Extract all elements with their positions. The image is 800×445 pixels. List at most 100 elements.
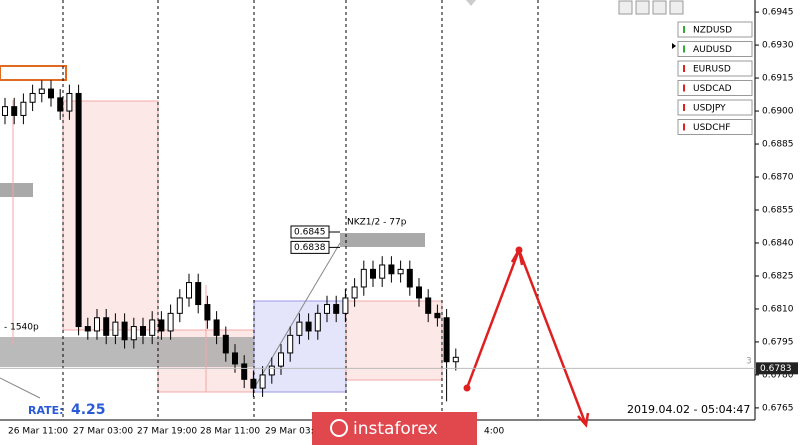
zone <box>340 233 425 247</box>
price-tag <box>756 362 798 375</box>
candle-body <box>84 326 91 332</box>
symbol-name[interactable]: USDCAD <box>693 84 732 94</box>
forecast-arrow <box>465 246 590 428</box>
symbol-button[interactable] <box>677 21 753 38</box>
x-tick-label: 26 Mar 11:00 <box>8 427 68 437</box>
rate-label: RATE: <box>28 404 64 417</box>
logo-icon <box>330 419 348 437</box>
y-tick-label: 0.6840 <box>762 238 794 248</box>
candle-body <box>20 101 27 116</box>
x-tick-label: 29 Mar 03: <box>265 427 314 437</box>
y-tick-label: 0.6780 <box>762 370 794 380</box>
candle-body <box>305 321 312 332</box>
zone <box>0 65 67 81</box>
candle-body <box>296 321 303 336</box>
arrow-peak <box>515 246 523 254</box>
candle-body <box>434 312 441 319</box>
y-tick-label: 0.6795 <box>762 337 794 347</box>
symbol-marker <box>683 26 685 33</box>
candle-body <box>222 334 229 354</box>
candle-body <box>388 264 395 275</box>
candle-body <box>38 88 45 94</box>
candle-body <box>250 378 257 389</box>
symbol-button[interactable] <box>677 60 753 77</box>
rate-value: 4.25 <box>71 402 106 418</box>
candle-body <box>213 319 220 336</box>
symbol-marker <box>683 84 685 92</box>
candle-body <box>278 352 284 367</box>
candle-body <box>370 268 376 279</box>
x-tick-label: 4:00 <box>484 427 504 437</box>
marker <box>466 0 476 6</box>
arrow-start <box>463 384 471 392</box>
symbol-marker <box>683 123 685 131</box>
candle-body <box>342 297 349 314</box>
symbol-name[interactable]: USDCHF <box>693 123 730 133</box>
y-tick-label: 0.6870 <box>762 173 794 183</box>
candle-body <box>130 326 137 341</box>
candle-body <box>149 319 156 336</box>
symbol-marker <box>683 65 685 72</box>
zone <box>345 300 443 381</box>
candle-body <box>397 268 404 275</box>
candle-body <box>112 321 119 336</box>
logo-bg <box>312 412 477 445</box>
y-tick-label: 0.6810 <box>762 304 794 314</box>
candle-body <box>48 88 54 99</box>
candle-body <box>103 317 110 336</box>
candle-body <box>158 319 165 332</box>
y-tick-label: 0.6930 <box>762 41 794 51</box>
symbol-name[interactable]: NZDUSD <box>693 26 732 36</box>
x-tick-label: 27 Mar 19:00 <box>137 427 197 437</box>
level-label: 0.6845 <box>294 227 326 237</box>
candle-body <box>11 106 18 116</box>
candle-body <box>416 286 422 299</box>
candle-body <box>379 264 386 279</box>
trend-line <box>255 242 341 386</box>
annotation: 3 <box>746 357 752 367</box>
candle-body <box>452 356 459 363</box>
candle-body <box>268 365 275 376</box>
y-tick-label: 0.6765 <box>762 403 794 413</box>
zone <box>0 183 33 197</box>
candle-body <box>351 286 358 299</box>
symbol-button[interactable] <box>677 119 753 135</box>
candle-body <box>195 282 202 306</box>
logo: instaforex <box>353 419 438 439</box>
y-tick-label: 0.6825 <box>762 271 794 281</box>
symbol-name[interactable]: USDJPY <box>693 104 726 114</box>
x-tick-label: 27 Mar 03:00 <box>73 427 133 437</box>
candle-body <box>140 326 146 336</box>
y-tick-label: 0.6915 <box>762 74 794 84</box>
candle-body <box>443 317 450 363</box>
separators <box>62 0 539 420</box>
candles <box>2 80 459 402</box>
candle-body <box>324 304 330 314</box>
annotation: - 1540p <box>4 323 39 333</box>
symbol-name[interactable]: AUDUSD <box>693 45 732 55</box>
candle-body <box>314 312 321 332</box>
symbol-marker <box>683 45 685 53</box>
candle-body <box>259 374 266 389</box>
toolbar[interactable] <box>618 0 684 15</box>
candle-body <box>186 282 192 299</box>
y-tick-label: 0.6945 <box>762 8 794 18</box>
price-label: 0.6783 <box>760 364 792 374</box>
candle-body <box>176 297 183 314</box>
candle-body <box>241 363 248 380</box>
symbol-button[interactable] <box>677 41 753 57</box>
candle-body <box>333 304 340 314</box>
y-tick-label: 0.6855 <box>762 206 794 216</box>
symbol-button[interactable] <box>677 99 753 116</box>
candle-body <box>66 92 73 112</box>
zone <box>0 337 254 367</box>
symbol-button[interactable] <box>677 80 753 96</box>
candle-body <box>94 317 100 332</box>
candle-body <box>57 97 64 112</box>
candle-body <box>287 334 294 354</box>
candle-body <box>29 92 36 103</box>
candle-body <box>75 92 82 328</box>
candle-body <box>167 312 174 332</box>
symbol-name[interactable]: EURUSD <box>693 65 731 75</box>
